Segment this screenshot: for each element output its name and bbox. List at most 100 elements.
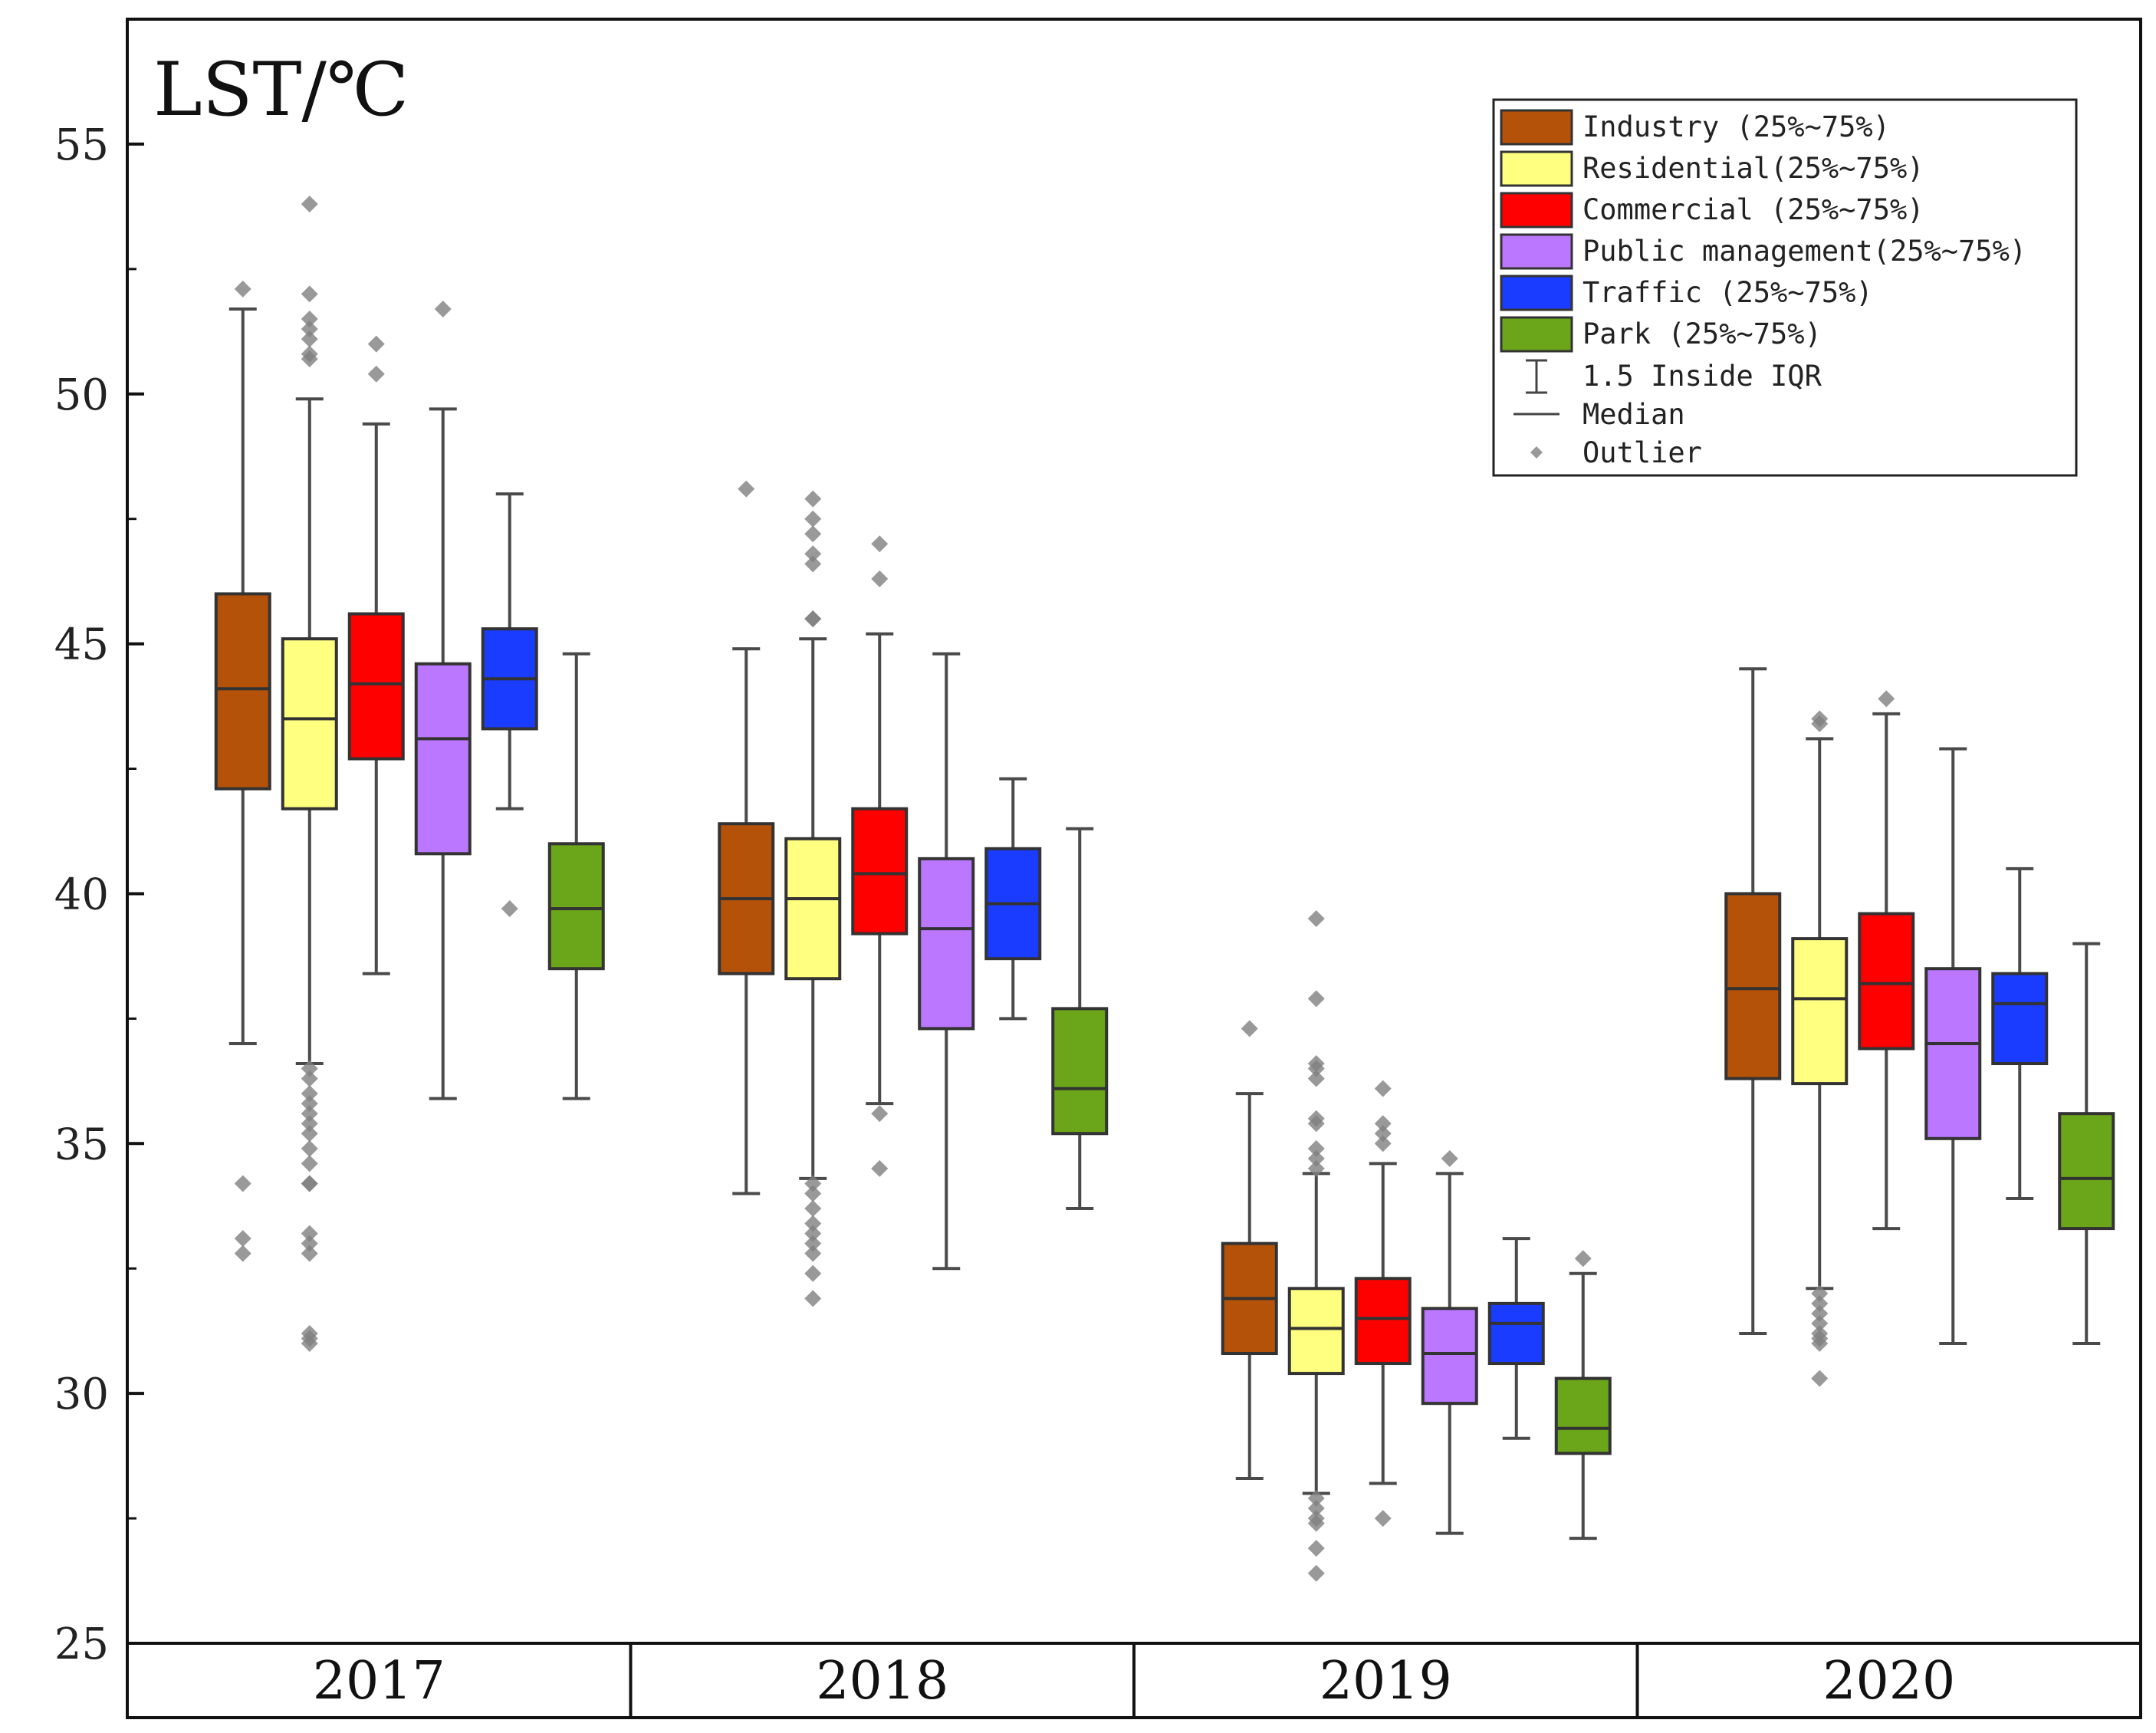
y-axis: 25 30 35 40 45 50 55: [54, 120, 144, 1669]
outlier-point: [301, 1060, 318, 1077]
outlier-point: [738, 480, 755, 498]
outlier-point: [301, 1235, 318, 1252]
legend-swatch-commercial: [1500, 192, 1573, 229]
box-residential-2018: [784, 490, 842, 1307]
iqr-box: [1421, 1307, 1478, 1406]
outlier-point: [871, 1159, 889, 1177]
box-residential-2019: [1287, 910, 1345, 1582]
outlier-point: [301, 330, 318, 348]
outlier-point: [1307, 1060, 1325, 1077]
outlier-point: [1241, 1020, 1258, 1037]
outlier-point: [234, 1175, 251, 1192]
outlier-point: [301, 1139, 318, 1157]
outlier-point: [1811, 1334, 1829, 1352]
box-commercial-2020: [1858, 690, 1915, 1231]
outlier-point: [1307, 910, 1325, 928]
iqr-box: [1791, 937, 1849, 1086]
outlier-point: [1878, 690, 1895, 708]
outlier-point: [301, 196, 318, 213]
outlier-point: [1811, 1284, 1829, 1302]
outlier-point: [804, 1245, 822, 1262]
outlier-point: [1307, 1500, 1325, 1518]
box-public-management-2019: [1421, 1149, 1478, 1535]
y-tick-label: 40: [54, 870, 109, 919]
legend-swatch-residential: [1500, 150, 1573, 187]
outlier-point: [804, 1200, 822, 1218]
outlier-point: [1574, 1250, 1592, 1268]
outlier-point: [804, 610, 822, 628]
outlier-point: [1307, 1070, 1325, 1087]
legend-swatch-industry: [1500, 109, 1573, 146]
outlier-point: [301, 350, 318, 368]
legend-swatch-public-management: [1500, 233, 1573, 270]
outlier-point: [301, 1085, 318, 1103]
outlier-point: [1811, 1314, 1829, 1332]
outlier-point: [804, 1215, 822, 1232]
box-traffic-2020: [1991, 866, 2049, 1200]
x-axis-panel: 2017 2018 2019 2020: [126, 1642, 2142, 1719]
legend-swatch-traffic: [1500, 275, 1573, 311]
outlier-point: [804, 1235, 822, 1252]
iqr-box: [547, 842, 605, 971]
y-tick-label: 55: [54, 120, 109, 170]
iqr-box: [1487, 1301, 1545, 1366]
legend-frame: [1492, 98, 2078, 477]
box-industry-2018: [718, 480, 775, 1195]
legend-swatch-park: [1500, 316, 1573, 353]
legend-label: Industry (25%~75%): [1582, 110, 1890, 143]
outlier-point: [301, 1175, 318, 1192]
iqr-box: [1991, 972, 2049, 1066]
outlier-point: [501, 900, 518, 918]
outlier-point: [1374, 1135, 1392, 1153]
box-park-2019: [1554, 1250, 1612, 1541]
outlier-point: [804, 1185, 822, 1202]
box-traffic-2019: [1487, 1237, 1545, 1440]
iqr-box: [1554, 1376, 1612, 1455]
outlier-point: [367, 365, 385, 383]
y-tick-label: 45: [54, 620, 109, 670]
outlier-point: [301, 1125, 318, 1143]
iqr-box: [1924, 967, 1982, 1140]
box-commercial-2018: [851, 535, 909, 1177]
iqr-box: [1724, 892, 1782, 1080]
iqr-box: [2058, 1112, 2115, 1231]
box-commercial-2019: [1354, 1080, 1412, 1527]
outlier-point: [1811, 1294, 1829, 1312]
outlier-point: [1374, 1080, 1392, 1097]
outlier-point: [1374, 1125, 1392, 1143]
outlier-point: [804, 510, 822, 528]
outlier-point: [804, 1175, 822, 1192]
outlier-point: [804, 1290, 822, 1307]
box-industry-2019: [1221, 1020, 1278, 1480]
outlier-point: [301, 1105, 318, 1123]
legend-label: Residential(25%~75%): [1582, 152, 1924, 185]
outlier-point: [1307, 1564, 1325, 1582]
box-traffic-2017: [481, 492, 538, 918]
outlier-point: [1307, 1139, 1325, 1157]
box-traffic-2018: [984, 777, 1042, 1021]
outlier-point: [1307, 990, 1325, 1008]
year-label-2017: 2017: [313, 1651, 445, 1712]
outlier-point: [301, 1095, 318, 1113]
outlier-point: [1811, 715, 1829, 732]
iqr-box: [347, 612, 405, 761]
outlier-point: [1307, 1159, 1325, 1177]
outlier-point: [804, 545, 822, 563]
outlier-point: [804, 490, 822, 508]
y-tick-label: 30: [54, 1370, 109, 1419]
iqr-box: [1051, 1007, 1109, 1136]
outlier-point: [1811, 1370, 1829, 1387]
outlier-point: [301, 285, 318, 303]
legend-label: Outlier: [1582, 436, 1702, 469]
outlier-point: [1441, 1149, 1458, 1167]
year-label-2018: 2018: [816, 1651, 948, 1712]
iqr-box: [918, 857, 975, 1031]
outlier-point: [301, 1245, 318, 1262]
outlier-point: [804, 555, 822, 573]
box-residential-2020: [1791, 710, 1849, 1387]
outlier-point: [1811, 1304, 1829, 1322]
year-label-2020: 2020: [1822, 1651, 1955, 1712]
y-tick-label: 25: [54, 1620, 109, 1669]
iqr-box: [851, 807, 909, 936]
